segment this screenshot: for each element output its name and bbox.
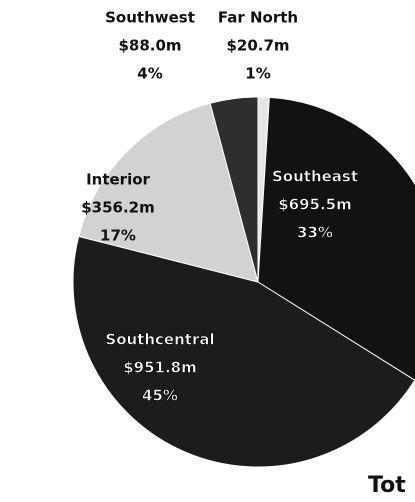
slice-value-label: $695.5m [278,196,352,214]
total-annotation: Tot [368,473,406,498]
pie-slice [257,96,415,381]
slice-label: Southcentral [105,331,214,349]
pie-slice [72,235,415,468]
slice-percent-label: 1% [245,65,270,83]
slice-label: Interior [86,171,150,189]
slice-percent-label: 4% [137,65,162,83]
slice-value-label: $88.0m [118,37,181,55]
slice-label: Southwest [105,9,195,27]
pie-slice [209,96,259,283]
slice-label: Southeast [272,168,358,186]
slice-percent-label: 17% [100,227,136,245]
pie-slice [78,102,259,283]
slice-value-label: $951.8m [123,359,197,377]
slice-value-label: $20.7m [226,37,289,55]
slice-percent-label: 45% [142,387,178,405]
slice-label: Far North [218,9,298,27]
slice-value-label: $356.2m [81,199,155,217]
slice-percent-label: 33% [297,224,333,242]
